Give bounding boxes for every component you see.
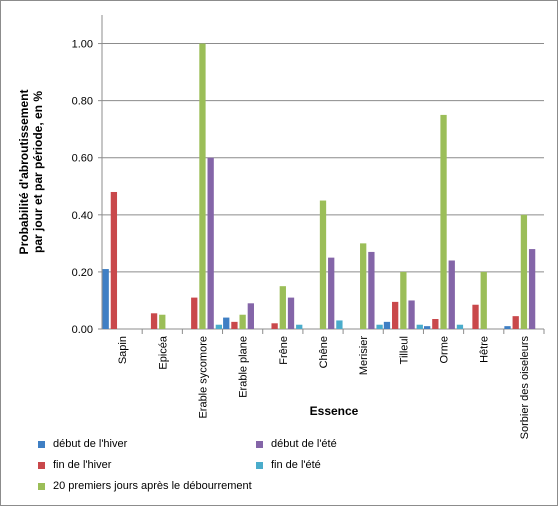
bar xyxy=(368,251,375,329)
bar xyxy=(336,320,343,329)
bar xyxy=(456,324,464,329)
bar xyxy=(512,316,519,329)
bar xyxy=(504,326,511,329)
bar xyxy=(528,249,536,329)
y-tick-label: 0.60 xyxy=(72,153,93,165)
x-tick-label: Erable sycomore xyxy=(197,336,209,419)
bar xyxy=(480,271,487,329)
x-tick-label: Erable plane xyxy=(238,336,250,398)
legend-item-fin-hiver: fin de l'hiver xyxy=(38,459,111,471)
x-tick-label: Frêne xyxy=(278,336,290,365)
bar xyxy=(159,314,166,329)
legend-label: début de l'hiver xyxy=(53,438,128,450)
bar xyxy=(231,321,238,329)
legend-item-debut-hiver: début de l'hiver xyxy=(38,438,127,450)
x-tick-label: Chêne xyxy=(318,336,330,368)
x-tick-label: Hêtre xyxy=(479,336,491,363)
bar xyxy=(423,326,431,329)
bar xyxy=(376,324,383,329)
legend-item-fin-ete: fin de l'été xyxy=(256,459,321,471)
bar xyxy=(472,304,479,329)
y-axis-title-line: Probabilité d'abroutissement xyxy=(17,90,31,255)
bar xyxy=(207,157,214,329)
bar xyxy=(416,324,423,329)
y-tick-label: 0.40 xyxy=(72,210,93,222)
y-axis-title-line: par jour et par période, en % xyxy=(31,91,45,253)
legend-swatch xyxy=(38,461,45,469)
bar xyxy=(408,300,415,329)
bar xyxy=(400,271,407,329)
bar xyxy=(440,114,447,329)
y-tick-label: 1.00 xyxy=(72,39,93,51)
bar xyxy=(520,214,528,329)
bar xyxy=(150,313,158,329)
y-tick-label: 0.00 xyxy=(72,324,93,336)
bar xyxy=(279,286,286,329)
bar xyxy=(448,260,455,329)
bar xyxy=(392,301,399,329)
y-tick-label: 0.20 xyxy=(72,267,93,279)
legend-label: 20 premiers jours après le débourrement xyxy=(53,480,252,492)
legend-swatch xyxy=(38,482,45,490)
x-tick-label: Sapin xyxy=(117,336,129,364)
bar xyxy=(432,319,439,329)
x-tick-label: Orme xyxy=(439,336,451,364)
legend-label: fin de l'été xyxy=(271,459,321,471)
bar xyxy=(110,191,118,329)
bar xyxy=(328,257,335,329)
bar xyxy=(102,269,109,329)
x-axis-title: Essence xyxy=(310,404,359,418)
x-tick-label: Sorbier des oiseleurs xyxy=(519,336,531,440)
legend-label: début de l'été xyxy=(271,438,337,450)
legend-swatch xyxy=(256,461,263,469)
legend: début de l'hiver début de l'été fin de l… xyxy=(38,438,538,502)
legend-swatch xyxy=(256,440,263,448)
bar xyxy=(223,317,230,329)
x-tick-label: Merisier xyxy=(358,336,370,375)
bar xyxy=(319,200,327,329)
bar xyxy=(199,43,206,329)
legend-item-debut-ete: début de l'été xyxy=(256,438,337,450)
bar xyxy=(247,303,254,329)
x-tick-label: Tilleul xyxy=(398,336,410,364)
bar xyxy=(287,297,295,329)
bar xyxy=(239,314,246,329)
legend-swatch xyxy=(38,440,45,448)
bar xyxy=(383,321,391,329)
bar xyxy=(215,324,223,329)
bar xyxy=(360,243,367,329)
bar xyxy=(296,324,303,329)
bar xyxy=(271,323,278,329)
bar xyxy=(191,297,198,329)
y-tick-label: 0.80 xyxy=(72,96,93,108)
legend-label: fin de l'hiver xyxy=(53,459,112,471)
legend-item-debourrement: 20 premiers jours après le débourrement xyxy=(38,480,252,492)
x-tick-label: Epicéa xyxy=(157,335,169,370)
